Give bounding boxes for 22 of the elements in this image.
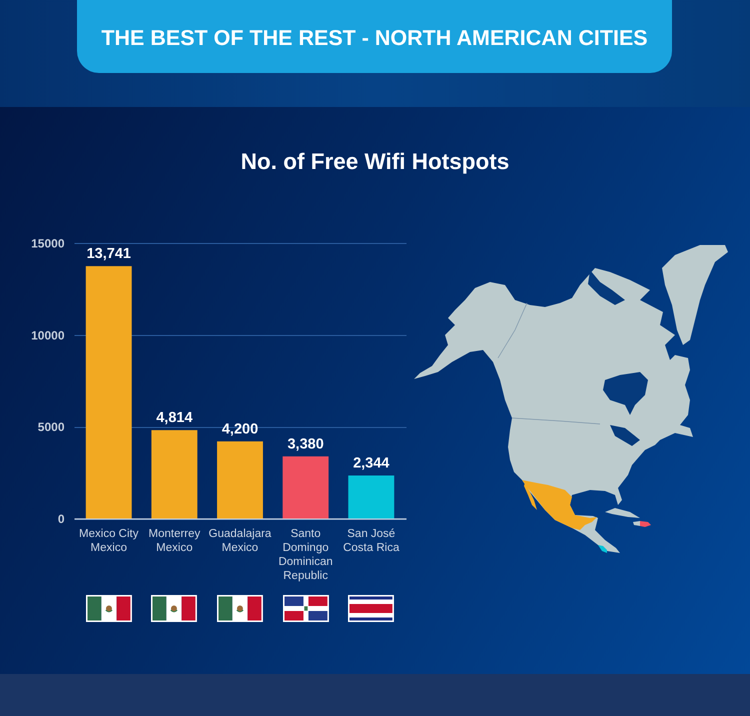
data-label: 2,344 xyxy=(353,455,390,472)
data-label: 4,200 xyxy=(222,421,258,438)
bar xyxy=(282,456,329,518)
x-tick-label: Mexico City Mexico xyxy=(79,528,139,554)
x-tick-label: Monterrey Mexico xyxy=(148,528,201,554)
bar xyxy=(86,266,132,518)
bar xyxy=(151,430,198,518)
y-tick-label: 15000 xyxy=(31,236,65,250)
chart-title: THE BEST OF THE REST - NORTH AMERICAN CITIES xyxy=(100,25,649,51)
data-label: 3,380 xyxy=(287,436,324,452)
chart-subtitle: No. of Free Wifi Hotspots xyxy=(240,148,510,175)
x-tick-label: San José Costa Rica xyxy=(343,528,400,554)
y-tick-label: 5000 xyxy=(38,420,65,434)
data-label: 4,814 xyxy=(156,410,193,426)
x-tick-label: Santo Domingo Dominican Republic xyxy=(278,528,333,582)
y-tick-label: 10000 xyxy=(31,328,65,342)
bar xyxy=(348,475,394,518)
data-label: 13,741 xyxy=(86,246,131,262)
y-tick-label: 0 xyxy=(58,512,65,526)
bar xyxy=(217,441,263,518)
title-banner: THE BEST OF THE REST - NORTH AMERICAN CITIES xyxy=(77,0,672,73)
x-tick-label: Guadalajara Mexico xyxy=(208,528,272,554)
